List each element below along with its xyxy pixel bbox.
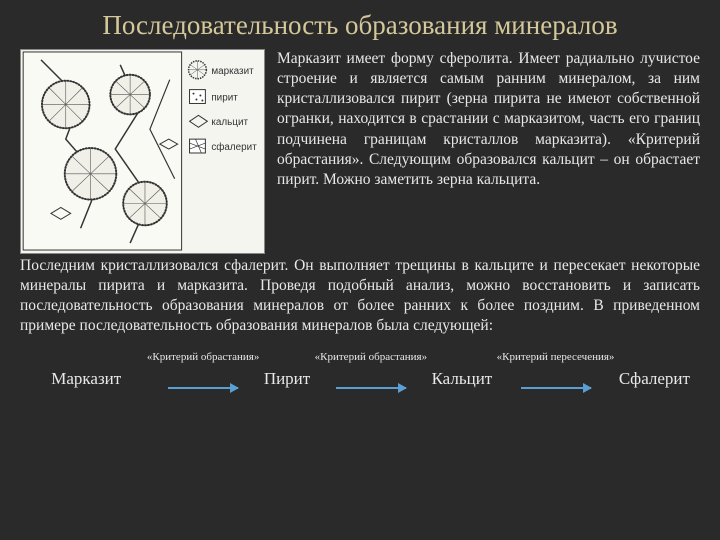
arrow-block-3: «Критерий пересечения»: [497, 351, 615, 389]
arrow-icon: [521, 387, 591, 389]
arrow-icon: [336, 387, 406, 389]
spherulite-2: [110, 75, 150, 115]
criterion-label-1: «Критерий обрастания»: [147, 351, 259, 363]
seq-block-3: . Кальцит: [432, 351, 493, 389]
mineral-marcasite: Марказит: [51, 369, 121, 389]
seq-block-2: . Пирит: [264, 351, 310, 389]
legend-pyrite: пирит: [211, 93, 238, 104]
spherulite-4: [123, 182, 167, 226]
legend: марказит пирит кальцит сфалерит: [189, 61, 258, 153]
paragraph-full: Последним кристаллизовался сфалерит. Он …: [20, 256, 700, 337]
mineral-diagram: марказит пирит кальцит сфалерит: [20, 49, 265, 254]
arrow-block-1: «Критерий обрастания»: [147, 351, 259, 389]
slide: Последовательность образования минералов: [0, 0, 720, 540]
legend-calcite: кальцит: [211, 117, 248, 128]
criterion-label-2: «Критерий обрастания»: [315, 351, 427, 363]
legend-marcasite: марказит: [211, 66, 254, 77]
mineral-pyrite: Пирит: [264, 369, 310, 389]
diagram-svg: марказит пирит кальцит сфалерит: [21, 50, 264, 253]
arrow-block-2: «Критерий обрастания»: [315, 351, 427, 389]
mineral-calcite: Кальцит: [432, 369, 493, 389]
spherulite-1: [42, 81, 90, 129]
spherulite-3: [65, 148, 116, 199]
legend-sphalerite: сфалерит: [211, 142, 257, 153]
paragraph-right: Марказит имеет форму сферолита. Имеет ра…: [277, 49, 700, 254]
arrow-icon: [168, 387, 238, 389]
seq-block-4: . Сфалерит: [619, 351, 690, 389]
mineral-sphalerite: Сфалерит: [619, 369, 690, 389]
criterion-label-3: «Критерий пересечения»: [497, 351, 615, 363]
page-title: Последовательность образования минералов: [20, 10, 700, 41]
seq-block-1: «Критерий обрастания» Марказит: [30, 351, 142, 389]
mineral-sequence: «Критерий обрастания» Марказит «Критерий…: [20, 351, 700, 389]
content-top: марказит пирит кальцит сфалерит Марказит…: [20, 49, 700, 254]
